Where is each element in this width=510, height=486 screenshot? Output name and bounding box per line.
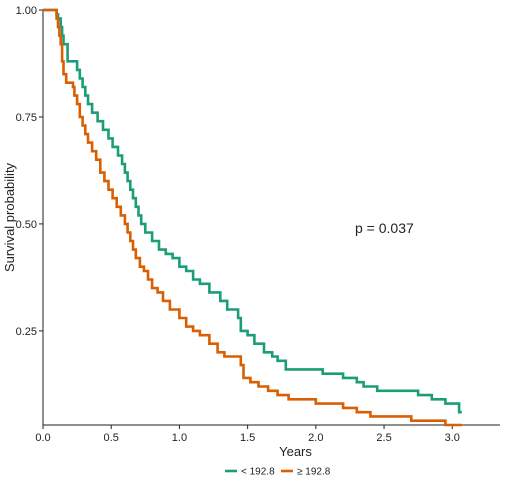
series-line-high xyxy=(43,8,462,427)
x-tick-label: 1.0 xyxy=(172,432,187,444)
legend-label: ≥ 192.8 xyxy=(297,467,331,478)
x-tick-label: 0.0 xyxy=(35,432,50,444)
legend: < 192.8 ≥ 192.8 xyxy=(225,467,331,478)
x-tick-label: 2.5 xyxy=(376,432,391,444)
axes xyxy=(42,10,500,426)
x-tick-label: 1.5 xyxy=(240,432,255,444)
x-tick-label: 2.0 xyxy=(308,432,323,444)
y-tick-label: 0.50 xyxy=(16,219,37,231)
p-value-annotation: p = 0.037 xyxy=(355,220,414,236)
x-tick-label: 0.5 xyxy=(104,432,119,444)
series-line-low xyxy=(43,8,462,414)
series-lines xyxy=(43,8,462,427)
x-tick-label: 3.0 xyxy=(445,432,460,444)
ticks: 0.0 0.5 1.0 1.5 2.0 2.5 3.0 0.25 0.50 0.75 1.00 xyxy=(16,5,460,444)
legend-label: < 192.8 xyxy=(241,467,275,478)
y-tick-label: 0.25 xyxy=(16,326,37,338)
x-axis-title: Years xyxy=(279,444,312,459)
y-axis-title: Survival probability xyxy=(2,162,17,272)
y-tick-label: 0.75 xyxy=(16,112,37,124)
y-tick-label: 1.00 xyxy=(16,5,37,17)
